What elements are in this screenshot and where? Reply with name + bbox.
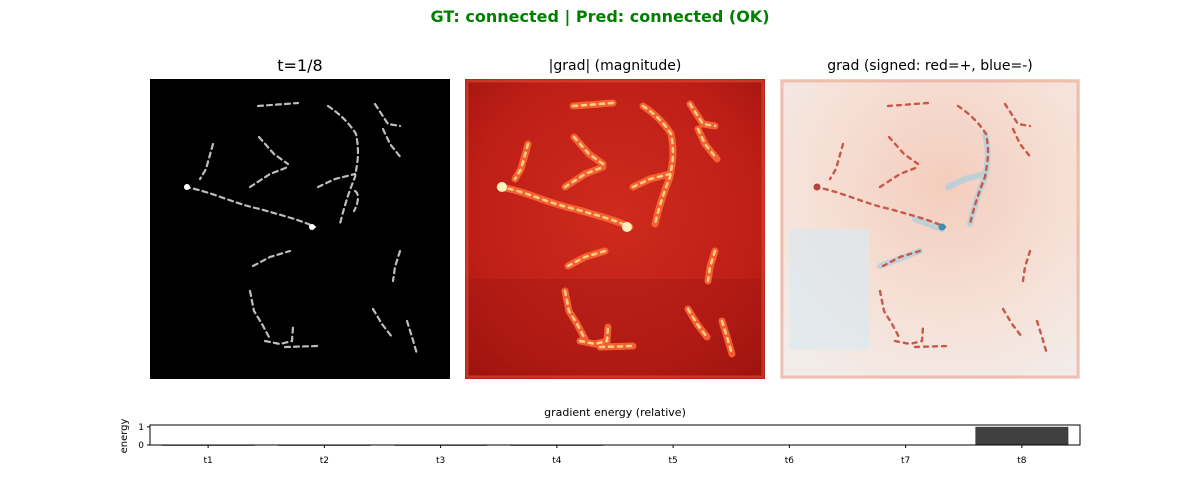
x-tick-label: t5 — [668, 456, 677, 466]
x-tick-label: t8 — [1017, 456, 1027, 466]
y-tick-label: 1 — [138, 423, 144, 433]
chart-title: gradient energy (relative) — [544, 406, 686, 419]
x-tick-label: t2 — [320, 456, 329, 466]
plot-frame — [149, 424, 1081, 446]
input-frame-image — [150, 79, 450, 379]
energy-bar-t8 — [975, 426, 1069, 445]
y-axis-label: energy — [119, 418, 130, 453]
panel-title-signed: grad (signed: red=+, blue=-) — [827, 58, 1033, 74]
gradient-signed-heatmap — [780, 79, 1080, 379]
x-tick-label: t1 — [203, 456, 212, 466]
y-tick-label: 0 — [138, 441, 144, 451]
x-tick-label: t4 — [552, 456, 562, 466]
gradient-magnitude-heatmap — [465, 79, 765, 379]
x-tick-label: t6 — [785, 456, 795, 466]
x-tick-label: t7 — [901, 456, 910, 466]
gradient-energy-chart: gradient energy (relative) energy 0 1 t1 t… — [119, 406, 1081, 466]
x-tick-label: t3 — [436, 456, 445, 466]
figure-suptitle: GT: connected | Pred: connected (OK) — [430, 7, 770, 26]
panel-title-input: t=1/8 — [277, 56, 323, 75]
panel-title-magnitude: |grad| (magnitude) — [548, 58, 682, 74]
